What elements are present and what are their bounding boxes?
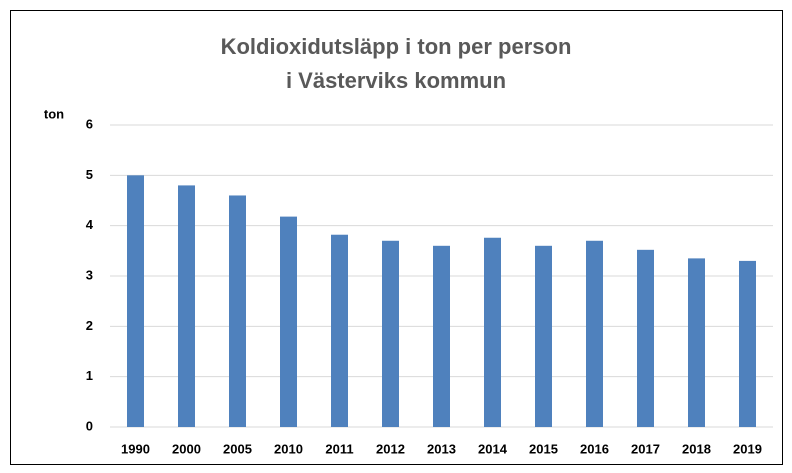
- x-tick-label: 2019: [733, 441, 762, 456]
- y-tick-label: 0: [86, 418, 93, 433]
- bar: [382, 240, 399, 427]
- x-tick-label: 2005: [223, 441, 252, 456]
- bar: [280, 216, 297, 427]
- bar: [739, 260, 756, 427]
- y-tick-label: 3: [86, 267, 93, 282]
- bar: [331, 234, 348, 427]
- y-tick-label: 6: [86, 116, 93, 131]
- bar: [586, 240, 603, 427]
- x-tick-label: 1990: [121, 441, 150, 456]
- x-tick-label: 2018: [682, 441, 711, 456]
- x-tick-label: 2014: [478, 441, 508, 456]
- x-tick-label: 2011: [325, 441, 353, 456]
- y-axis-label: ton: [44, 106, 64, 121]
- x-tick-label: 2016: [580, 441, 609, 456]
- bar: [178, 185, 195, 427]
- x-tick-label: 2017: [631, 441, 660, 456]
- x-tick-label: 2010: [274, 441, 303, 456]
- chart-title: i Västerviks kommun: [286, 68, 506, 93]
- bar: [535, 245, 552, 427]
- bar: [127, 175, 144, 427]
- y-tick-label: 5: [86, 167, 93, 182]
- x-tick-label: 2013: [427, 441, 456, 456]
- bar: [229, 195, 246, 427]
- y-tick-label: 1: [86, 368, 93, 383]
- bar: [433, 245, 450, 427]
- x-tick-label: 2015: [529, 441, 558, 456]
- bar: [688, 258, 705, 427]
- bar: [484, 237, 501, 427]
- bar: [637, 249, 654, 427]
- x-tick-label: 2000: [172, 441, 201, 456]
- y-tick-label: 4: [86, 217, 94, 232]
- x-tick-label: 2012: [376, 441, 405, 456]
- y-tick-label: 2: [86, 318, 93, 333]
- chart-title: Koldioxidutsläpp i ton per person: [221, 34, 572, 59]
